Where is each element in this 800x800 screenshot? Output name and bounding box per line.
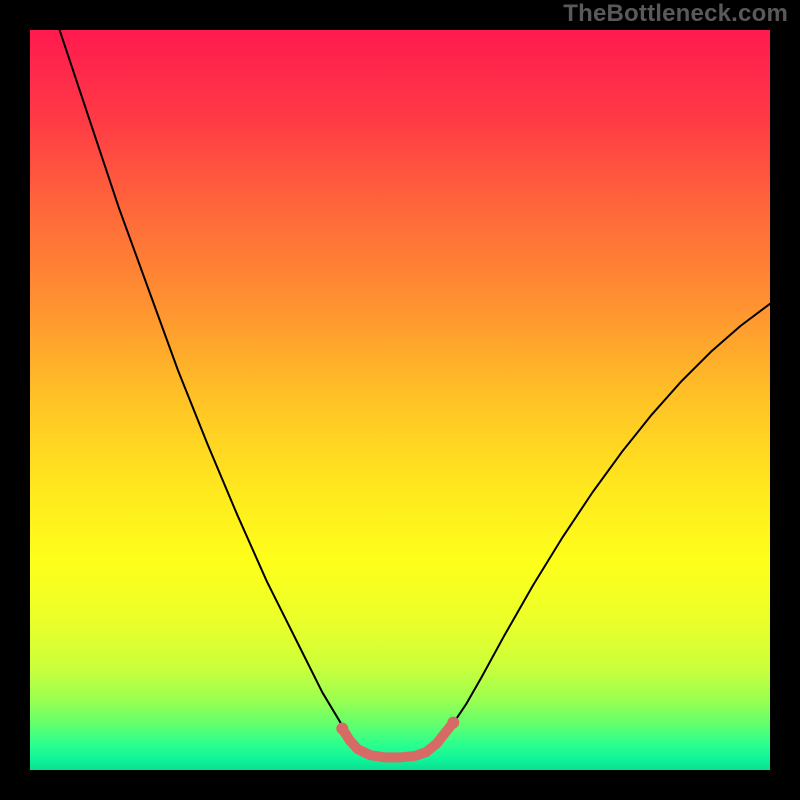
chart-svg [30,30,770,770]
chart-frame: TheBottleneck.com [0,0,800,800]
optimal-band-endpoint [336,723,348,735]
chart-background [30,30,770,770]
plot-area [30,30,770,770]
optimal-band-endpoint [447,717,459,729]
watermark-text: TheBottleneck.com [563,0,788,28]
